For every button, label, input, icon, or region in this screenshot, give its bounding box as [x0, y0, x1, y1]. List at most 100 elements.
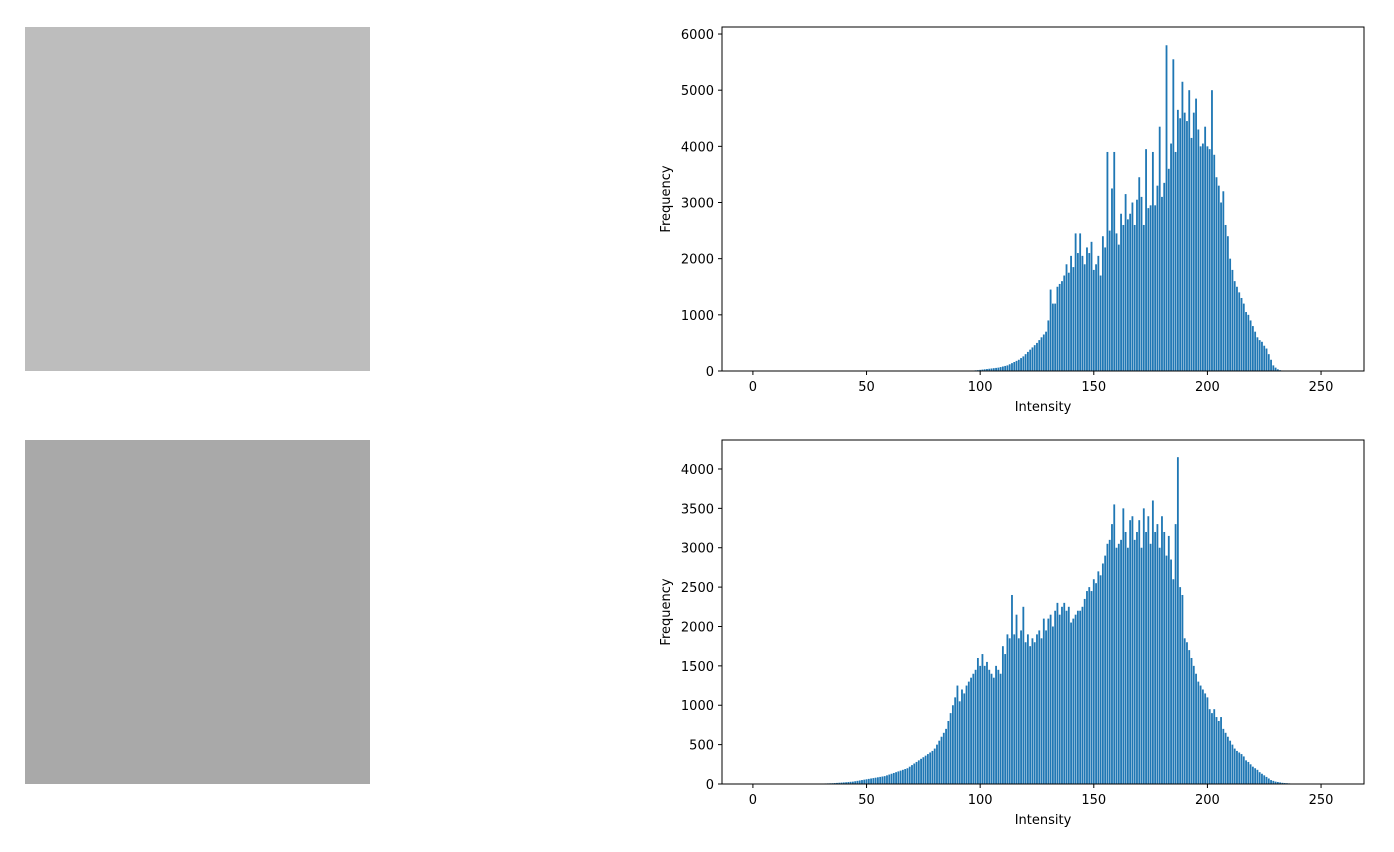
x-axis-label: Intensity	[1015, 813, 1072, 828]
bar	[1129, 520, 1131, 784]
bar	[1259, 340, 1261, 371]
y-tick-label: 3000	[681, 197, 714, 212]
bar	[1084, 264, 1086, 371]
bar	[1086, 247, 1088, 371]
bar	[1054, 304, 1056, 371]
bar	[1127, 548, 1129, 784]
bar	[1234, 281, 1236, 371]
bar	[1052, 304, 1054, 371]
y-tick-label: 1500	[681, 660, 714, 675]
bar	[1184, 638, 1186, 784]
x-tick-label: 200	[1195, 380, 1220, 395]
bar	[1161, 197, 1163, 371]
y-tick-label: 3500	[681, 502, 714, 517]
bar	[1072, 267, 1074, 371]
bar	[1193, 113, 1195, 371]
bar	[1032, 347, 1034, 371]
bar	[1186, 642, 1188, 784]
bar	[1188, 650, 1190, 784]
bar	[1004, 366, 1006, 371]
bar	[1097, 571, 1099, 784]
bar	[1154, 205, 1156, 371]
bar	[943, 733, 945, 784]
y-tick-label: 0	[706, 365, 714, 380]
bar	[1095, 264, 1097, 371]
x-axis-label: Intensity	[1015, 400, 1072, 415]
bar	[1045, 630, 1047, 784]
bar	[1238, 292, 1240, 371]
bar	[1261, 774, 1263, 784]
bar	[1163, 183, 1165, 371]
bar	[913, 764, 915, 784]
bar	[1204, 693, 1206, 784]
bar	[1018, 360, 1020, 371]
bar	[1134, 225, 1136, 371]
bar	[1207, 146, 1209, 371]
bar	[859, 780, 861, 784]
bar	[916, 762, 918, 784]
bar	[1252, 767, 1254, 784]
bar	[1263, 775, 1265, 784]
bar	[1243, 304, 1245, 371]
bar	[932, 751, 934, 784]
bar	[1093, 579, 1095, 784]
bar	[1182, 595, 1184, 784]
bar	[1147, 516, 1149, 784]
bar	[1138, 520, 1140, 784]
bar	[1132, 516, 1134, 784]
bar	[1070, 623, 1072, 784]
bar	[1202, 689, 1204, 784]
bar	[1088, 253, 1090, 371]
bar	[1275, 368, 1277, 371]
x-tick-label: 250	[1309, 380, 1334, 395]
bar	[1025, 354, 1027, 371]
bar	[1143, 508, 1145, 784]
bar	[1220, 717, 1222, 784]
bar	[1109, 540, 1111, 784]
bar	[1229, 741, 1231, 784]
bar	[1252, 326, 1254, 371]
bar	[882, 777, 884, 784]
bar	[1038, 630, 1040, 784]
y-axis-label: Frequency	[659, 578, 674, 645]
bar	[1050, 615, 1052, 784]
bar	[1004, 654, 1006, 784]
bar	[1268, 354, 1270, 371]
bar	[1007, 365, 1009, 371]
bar	[1082, 607, 1084, 784]
bar	[991, 674, 993, 784]
bar	[1204, 127, 1206, 371]
x-tick-label: 150	[1081, 793, 1106, 808]
bar	[1177, 110, 1179, 371]
bar	[1041, 638, 1043, 784]
bar	[1066, 611, 1068, 784]
bar	[1216, 717, 1218, 784]
bar	[1220, 203, 1222, 371]
bar	[1145, 149, 1147, 371]
bar	[1172, 579, 1174, 784]
bar	[1059, 615, 1061, 784]
bar	[1272, 365, 1274, 371]
bar	[1247, 762, 1249, 784]
bar	[1211, 90, 1213, 371]
bar	[1150, 544, 1152, 784]
bar	[863, 780, 865, 784]
bar	[1077, 611, 1079, 784]
bar	[934, 749, 936, 784]
bar	[1266, 349, 1268, 371]
bar	[1157, 186, 1159, 371]
bar	[1043, 334, 1045, 371]
image-original	[25, 27, 370, 371]
bar	[1086, 591, 1088, 784]
bar	[1009, 364, 1011, 371]
bar	[891, 774, 893, 784]
y-tick-label: 4000	[681, 463, 714, 478]
bar	[1193, 666, 1195, 784]
bar	[1141, 548, 1143, 784]
bar	[1200, 686, 1202, 784]
y-tick-label: 6000	[681, 28, 714, 43]
bar	[888, 775, 890, 784]
bar	[1163, 532, 1165, 784]
bar	[1170, 560, 1172, 784]
bar	[1029, 350, 1031, 371]
